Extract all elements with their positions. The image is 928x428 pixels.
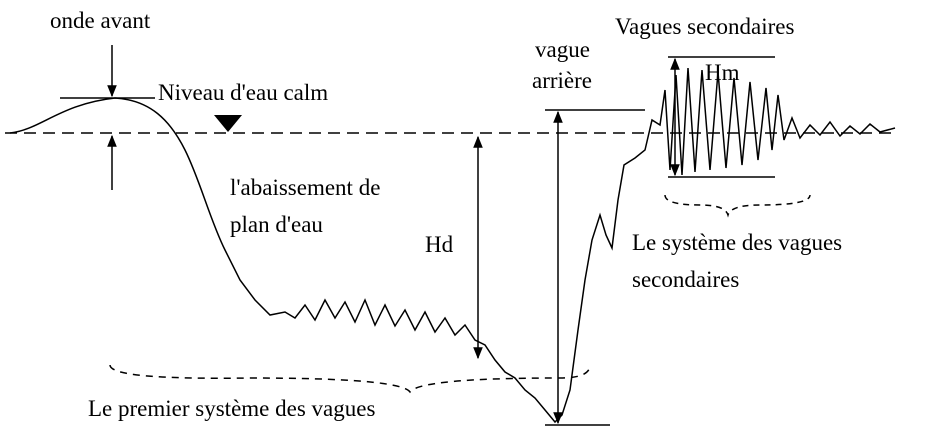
label: Le premier système des vagues (88, 396, 375, 421)
first-bracket (109, 364, 591, 394)
label: plan d'eau (230, 212, 323, 237)
water-level-symbol (214, 115, 242, 132)
label: Hm (705, 60, 740, 85)
label: Niveau d'eau calm (158, 80, 328, 105)
label: Vagues secondaires (615, 14, 795, 39)
label: arrière (532, 68, 592, 93)
secondary-bracket (664, 194, 811, 218)
label: onde avant (50, 8, 151, 33)
label: Hd (425, 232, 454, 257)
label: l'abaissement de (230, 175, 380, 200)
label: vague (535, 37, 590, 62)
label: Le système des vagues (632, 230, 842, 255)
label: secondaires (632, 267, 739, 292)
wave-profile (9, 67, 896, 424)
